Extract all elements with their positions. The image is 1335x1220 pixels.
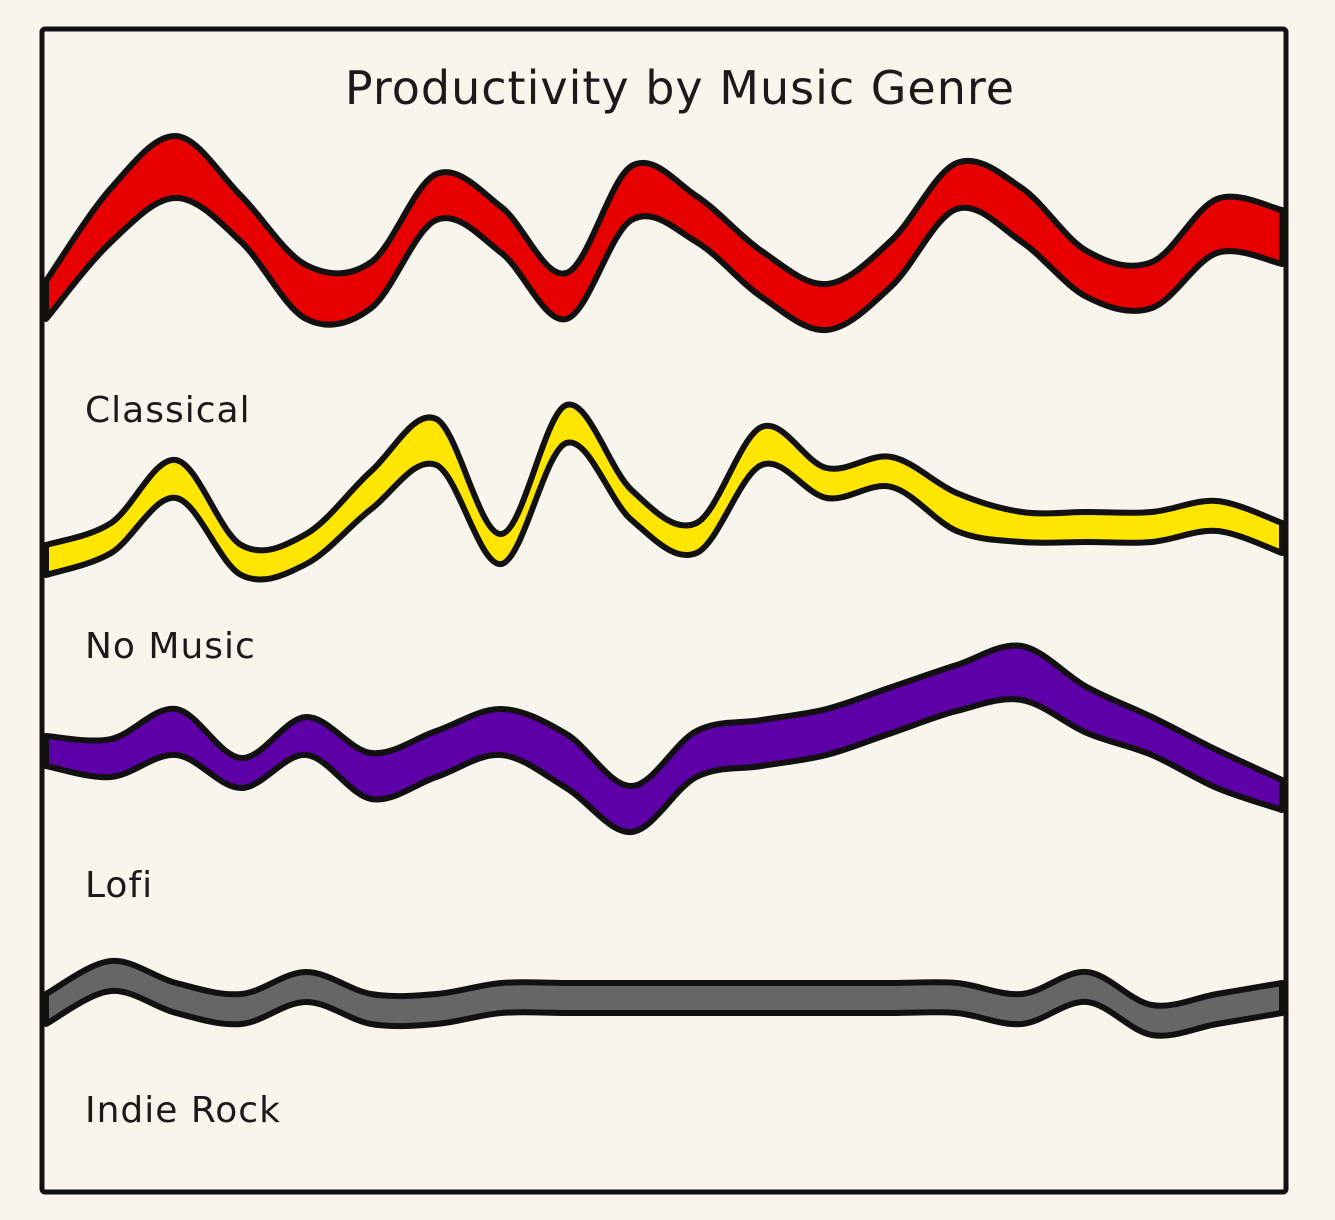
label-no-music: No Music — [85, 626, 256, 667]
label-classical: Classical — [85, 390, 251, 431]
band-classical — [43, 133, 1285, 334]
genre-bands — [43, 133, 1285, 1039]
band-no-music — [43, 401, 1285, 583]
chart-frame — [39, 26, 1289, 1195]
genre-labels: Classical No Music Lofi Indie Rock — [85, 390, 281, 1131]
label-indie-rock: Indie Rock — [85, 1090, 281, 1131]
label-lofi: Lofi — [85, 865, 153, 906]
band-indie-rock — [43, 957, 1285, 1039]
chart-title: Productivity by Music Genre — [345, 61, 1015, 115]
band-lofi — [43, 642, 1285, 835]
